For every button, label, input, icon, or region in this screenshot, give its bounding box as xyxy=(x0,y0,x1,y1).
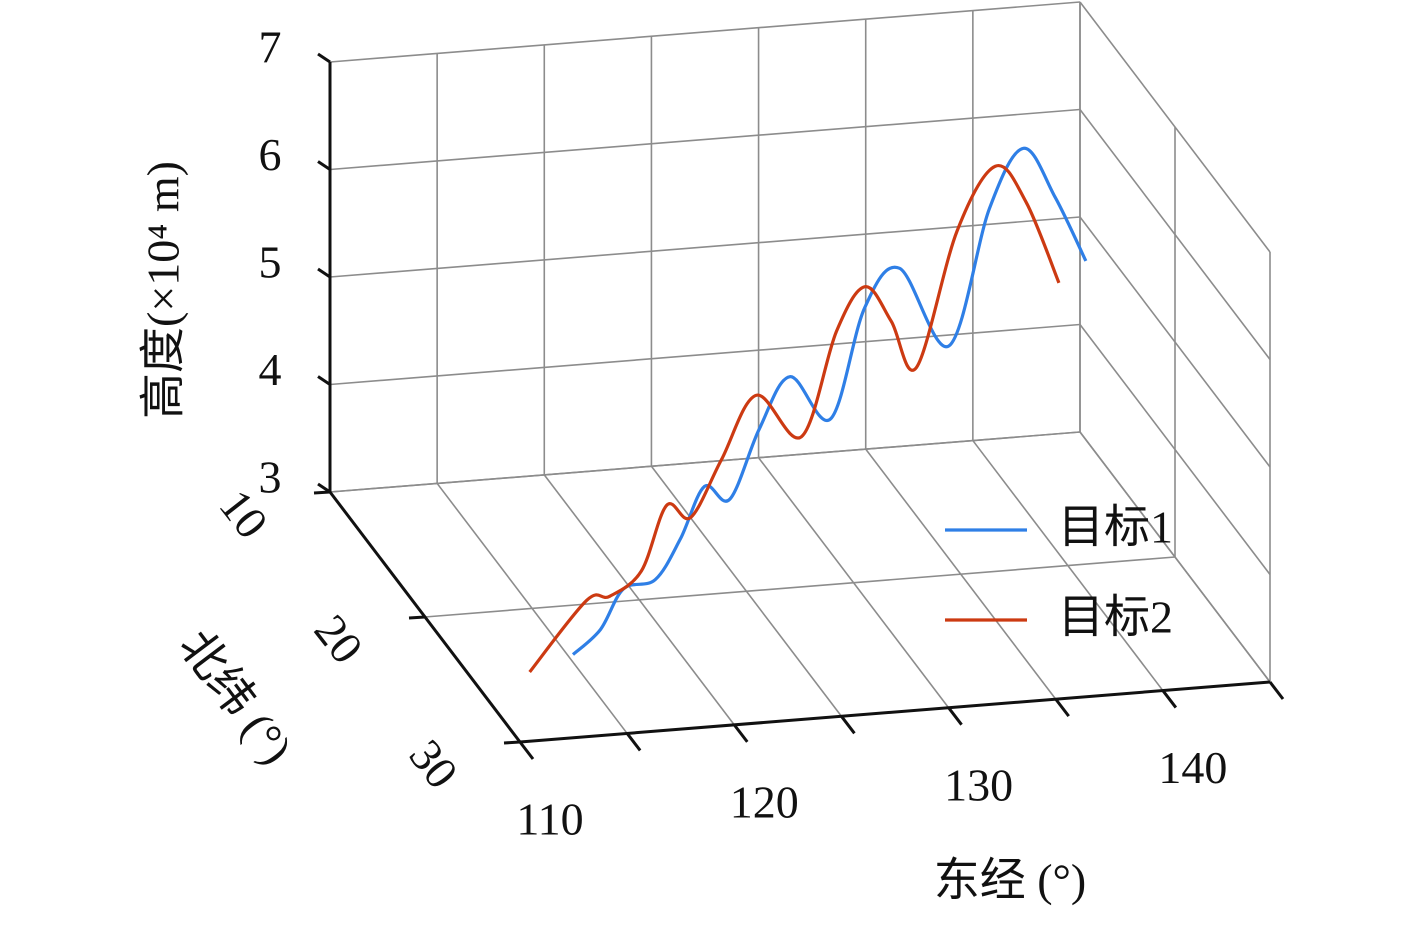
x-tick xyxy=(1268,681,1285,700)
z-axis-label: 高度(×10⁴ m) xyxy=(138,161,189,419)
z-tick-label: 6 xyxy=(259,129,282,180)
x-tick-label: 130 xyxy=(944,759,1013,810)
x-axis-label: 东经 (°) xyxy=(934,855,1087,906)
y-tick xyxy=(313,490,331,495)
x-tick xyxy=(518,741,535,760)
grid-line xyxy=(329,216,1081,278)
x-tick-label: 120 xyxy=(730,776,799,827)
x-tick-label: 110 xyxy=(516,794,583,845)
x-axis xyxy=(519,680,1271,744)
y-tick-label: 20 xyxy=(305,605,374,673)
series-line xyxy=(528,163,1061,674)
z-tick-label: 3 xyxy=(259,452,282,503)
series-line xyxy=(571,146,1088,656)
y-axis-label: 北纬 (°) xyxy=(170,621,303,774)
z-tick xyxy=(317,267,331,279)
x-tick xyxy=(1161,689,1178,709)
legend-label: 目标2 xyxy=(1058,592,1173,643)
y-tick xyxy=(408,615,426,620)
x-tick xyxy=(625,732,642,752)
x-tick xyxy=(1054,698,1070,718)
z-tick xyxy=(317,52,331,64)
grid-line xyxy=(329,431,1081,493)
z-tick-label: 7 xyxy=(259,22,282,73)
grid-line xyxy=(329,323,1081,386)
x-tick xyxy=(733,723,749,743)
y-tick xyxy=(503,740,521,745)
y-tick-label: 30 xyxy=(400,730,469,798)
legend-label: 目标1 xyxy=(1058,502,1173,553)
grid-line xyxy=(424,556,1176,618)
x-tick-label: 140 xyxy=(1158,742,1227,793)
z-tick xyxy=(317,482,331,494)
grid-line xyxy=(329,108,1081,171)
x-tick xyxy=(840,715,856,735)
z-tick-label: 4 xyxy=(259,344,282,395)
z-tick-label: 5 xyxy=(259,237,282,288)
z-tick xyxy=(317,375,331,386)
z-tick xyxy=(317,160,331,171)
x-tick xyxy=(947,706,963,726)
grid-line xyxy=(329,1,1081,63)
